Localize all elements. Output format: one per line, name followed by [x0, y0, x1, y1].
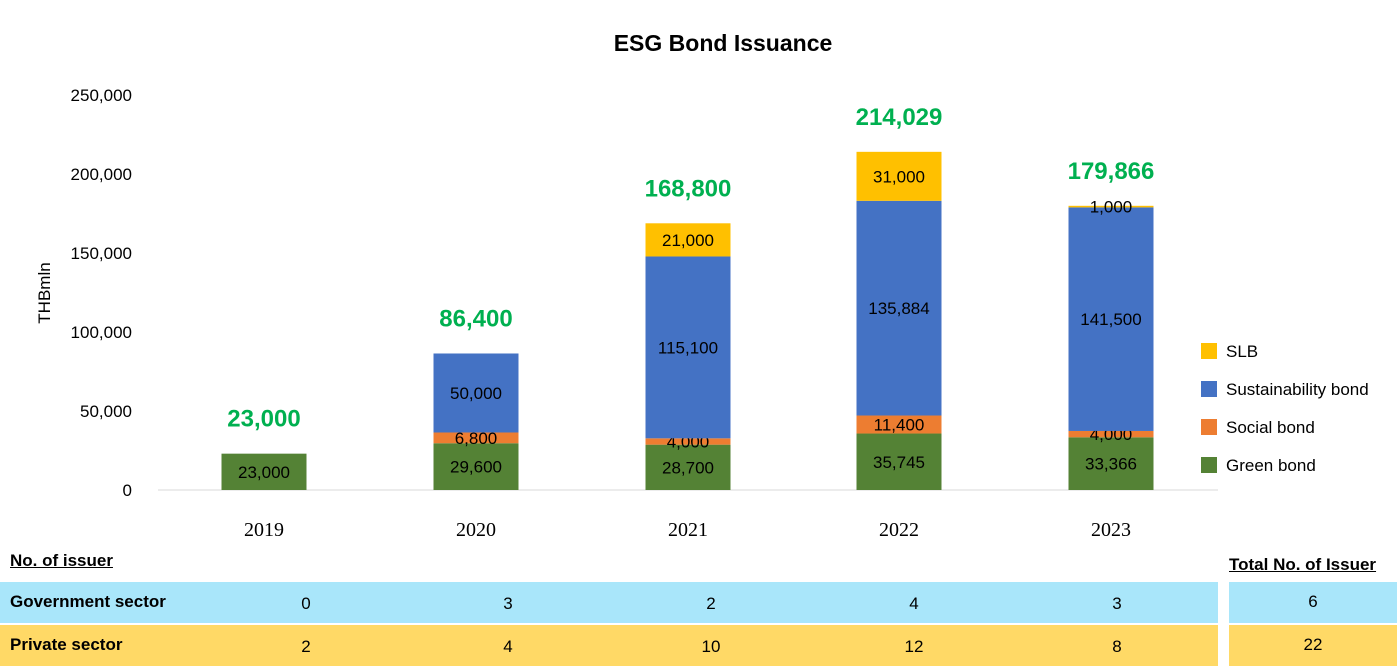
total-issuer-heading: Total No. of Issuer: [1229, 555, 1377, 574]
total-value: 6: [1308, 592, 1318, 611]
legend-swatch: [1201, 381, 1217, 397]
bar-total-label: 214,029: [856, 104, 943, 131]
y-axis-ticks: 0 50,000 100,000 150,000 200,000 250,000: [71, 86, 132, 500]
bar-segment-label: 1,000: [1090, 198, 1133, 217]
legend-label: Sustainability bond: [1226, 380, 1369, 399]
table-cell: 3: [503, 594, 513, 613]
y-tick-label: 150,000: [71, 244, 132, 263]
y-tick-label: 0: [123, 481, 132, 500]
bar-total-label: 86,400: [439, 305, 512, 332]
esg-bond-chart: ESG Bond Issuance THBmln 0 50,000 100,000 1…: [35, 30, 1369, 541]
bar-segment: [856, 151, 942, 201]
bar-segment: [433, 432, 519, 444]
y-axis-label: THBmln: [35, 262, 54, 323]
y-tick-label: 100,000: [71, 323, 132, 342]
bar-segment: [645, 223, 731, 257]
bar-segment-label: 141,500: [1080, 310, 1141, 329]
bar-segment-label: 50,000: [450, 384, 502, 403]
legend-swatch: [1201, 457, 1217, 473]
legend-swatch: [1201, 343, 1217, 359]
bar-segment-label: 35,745: [873, 453, 925, 472]
legend-label: Social bond: [1226, 418, 1315, 437]
bar-segment: [1068, 437, 1154, 490]
table-cell: 2: [706, 594, 716, 613]
bar-segment: [1068, 430, 1154, 438]
row-label: Private sector: [10, 635, 123, 654]
bar-segment-label: 135,884: [868, 299, 929, 318]
x-tick-label: 2022: [879, 519, 919, 541]
x-tick-label: 2023: [1091, 519, 1131, 541]
y-tick-label: 250,000: [71, 86, 132, 105]
bar-segment: [221, 453, 307, 490]
bar-total-label: 179,866: [1068, 158, 1155, 185]
chart-title: ESG Bond Issuance: [614, 30, 833, 56]
table-cell: 2: [301, 637, 311, 656]
table-cell: 4: [909, 594, 919, 613]
y-tick-label: 50,000: [80, 402, 132, 421]
bar-segment: [433, 443, 519, 490]
bar-segment: [645, 256, 731, 439]
legend: SLB Sustainability bond Social bond Green b…: [1201, 342, 1369, 475]
bar-segment: [856, 200, 942, 416]
bar-segment-label: 33,366: [1085, 455, 1137, 474]
bar-segment: [645, 438, 731, 445]
bar-segment-label: 29,600: [450, 458, 502, 477]
bar-segment: [856, 415, 942, 434]
row-label: Government sector: [10, 592, 166, 611]
table-cell: 3: [1112, 594, 1122, 613]
x-tick-label: 2021: [668, 519, 708, 541]
table-cell: 4: [503, 637, 513, 656]
x-axis-ticks: 2019 2020 2021 2022 2023: [244, 519, 1131, 541]
bar-segment: [433, 353, 519, 433]
x-tick-label: 2020: [456, 519, 496, 541]
bar-segment: [645, 444, 731, 490]
bar-segment: [856, 433, 942, 490]
table-cell: 0: [301, 594, 311, 613]
x-tick-label: 2019: [244, 519, 284, 541]
bar-segment: [1068, 205, 1154, 208]
bar-segment-label: 23,000: [238, 463, 290, 482]
bar-segment: [1068, 207, 1154, 431]
bar-segment-label: 115,100: [658, 338, 718, 357]
government-sector-row: Government sector 0 3 2 4 3: [0, 582, 1218, 623]
bar-segment-label: 31,000: [873, 167, 925, 186]
legend-label: SLB: [1226, 342, 1258, 361]
bar-segment-label: 6,800: [455, 429, 498, 448]
table-cell: 12: [904, 637, 924, 656]
private-total-cell: 22: [1229, 625, 1397, 666]
bar-segment-label: 28,700: [662, 458, 714, 477]
government-total-cell: 6: [1229, 582, 1397, 623]
issuer-table-heading: No. of issuer: [10, 551, 113, 570]
legend-swatch: [1201, 419, 1217, 435]
total-value: 22: [1303, 635, 1323, 654]
bars: 23,000 23,000 29,600 6,800 50,000 86,400 28,70…: [221, 104, 1155, 490]
y-tick-label: 200,000: [71, 165, 132, 184]
bar-total-label: 23,000: [227, 406, 300, 433]
bar-segment-label: 21,000: [662, 231, 714, 250]
table-cell: 10: [701, 637, 721, 656]
legend-label: Green bond: [1226, 456, 1316, 475]
bar-total-label: 168,800: [645, 175, 732, 202]
bar-segment-label: 11,400: [874, 416, 925, 435]
private-sector-row: Private sector 2 4 10 12 8: [0, 625, 1218, 666]
table-cell: 8: [1112, 637, 1122, 656]
